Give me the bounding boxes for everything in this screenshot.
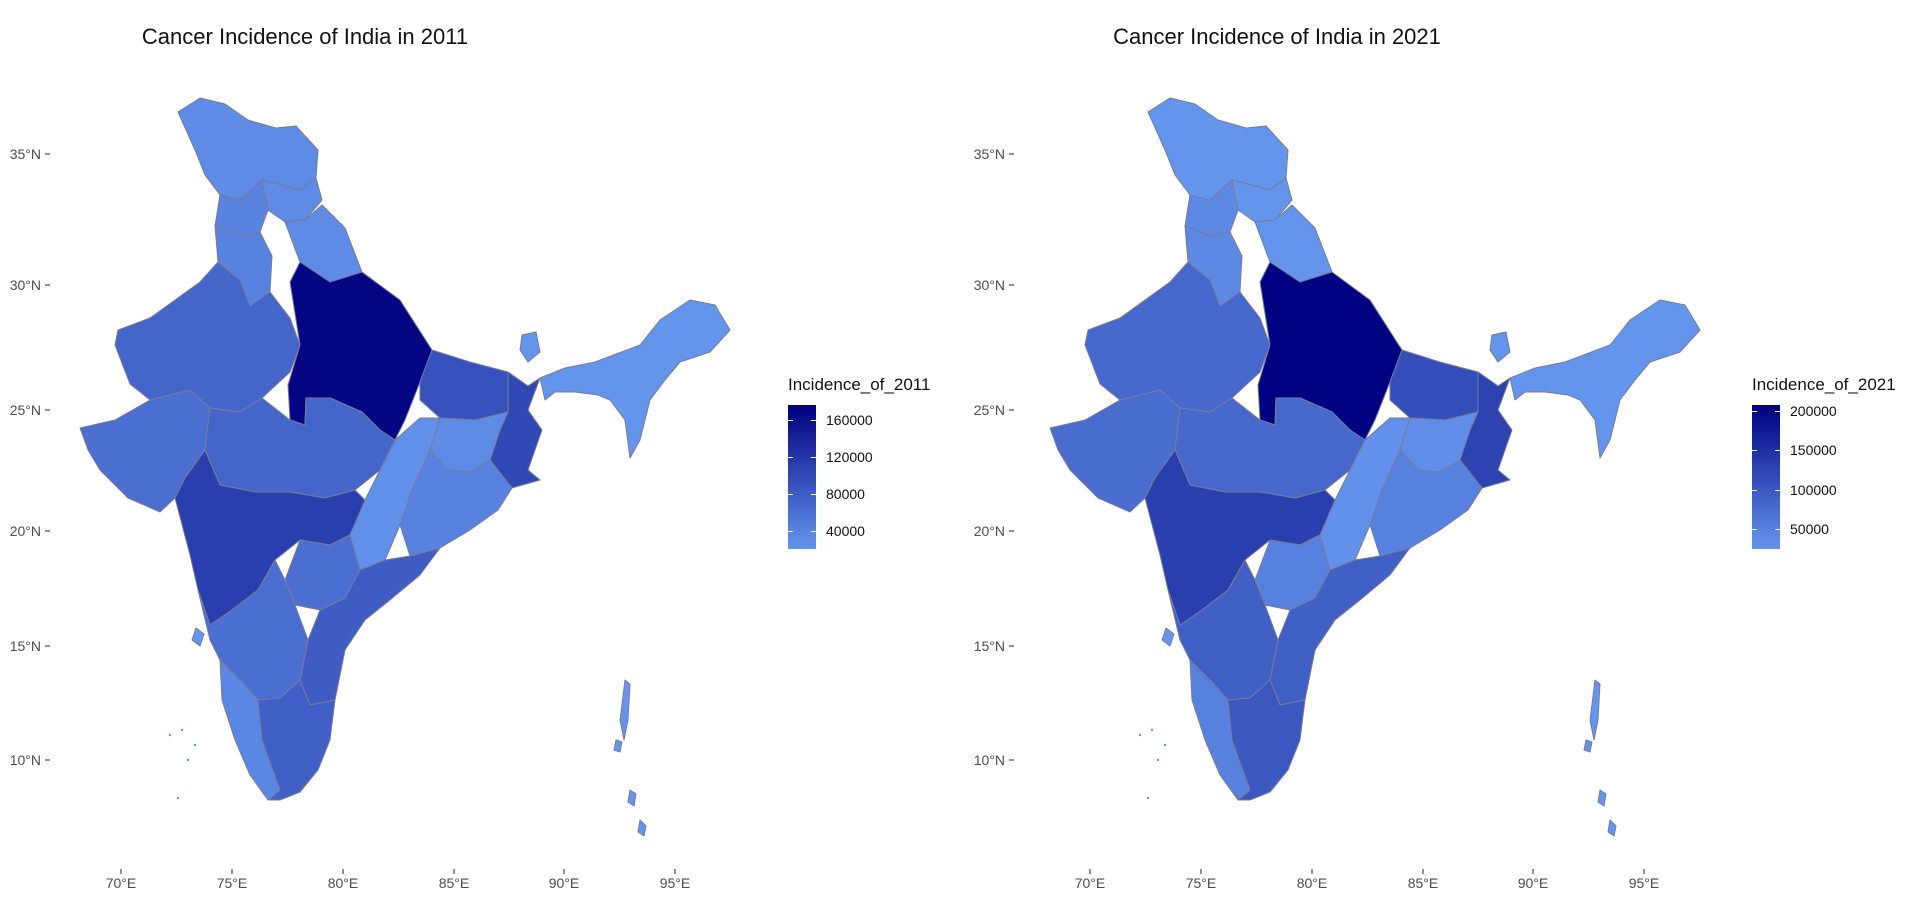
island-dot (1150, 728, 1154, 732)
state-northeast (539, 299, 731, 459)
island-dot (1156, 758, 1160, 762)
island-dot (180, 728, 184, 732)
legend-label: 160000 (826, 411, 873, 428)
legend-label: 80000 (826, 485, 865, 502)
x-tick-label: 75°E (1186, 875, 1217, 891)
y-tick-label: 25°N (10, 402, 41, 418)
map-panel-2011: Cancer Incidence of India in 2011 35°N 30… (0, 0, 954, 909)
map-title: Cancer Incidence of India in 2011 (141, 24, 469, 49)
state-rajasthan (114, 261, 301, 413)
state-goa (1161, 627, 1175, 647)
state-sikkim (519, 331, 541, 363)
india-map-2011: 35°N 30°N 25°N 20°N 15°N 10°N 70°E 75°E 80°E 85°E… (10, 97, 731, 891)
color-legend: Incidence_of_2021 200000 150000 100000 5000… (1752, 375, 1896, 549)
y-tick-label: 10°N (10, 752, 41, 768)
x-tick-label: 75°E (217, 875, 248, 891)
x-tick-label: 85°E (1408, 875, 1439, 891)
island-dot (176, 796, 180, 800)
x-tick-label: 90°E (1518, 875, 1549, 891)
legend-tick (811, 419, 816, 421)
state-odisha (1369, 449, 1483, 557)
x-tick-label: 70°E (1075, 875, 1106, 891)
island-dot (1163, 743, 1167, 747)
island-dot (1146, 796, 1150, 800)
legend-gradient-bar (788, 405, 816, 549)
map-panel-2021: Cancer Incidence of India in 2021 35°N 30… (964, 0, 1909, 909)
states-layer (1049, 97, 1701, 837)
legend-tick (788, 456, 793, 458)
y-tick-label: 25°N (974, 402, 1005, 418)
x-tick-label: 95°E (660, 875, 691, 891)
state-goa (191, 627, 205, 647)
legend-tick (1775, 410, 1780, 412)
x-tick-label: 80°E (328, 875, 359, 891)
legend-label: 50000 (1790, 521, 1829, 538)
y-tick-label: 20°N (974, 523, 1005, 539)
legend-label: 100000 (1790, 481, 1837, 498)
state-odisha (399, 449, 513, 557)
y-tick-label: 35°N (974, 146, 1005, 162)
india-map-2021: 35°N 30°N 25°N 20°N 15°N 10°N 70°E 75°E 80°E 85°E… (974, 97, 1701, 891)
island-dot (186, 758, 190, 762)
state-jammu-kashmir (1147, 97, 1289, 201)
state-tamil-nadu (257, 679, 336, 801)
legend-label: 200000 (1790, 402, 1837, 419)
y-tick-label: 30°N (10, 277, 41, 293)
legend-label: 40000 (826, 522, 865, 539)
island-dot (168, 733, 172, 737)
legend-tick (1752, 450, 1757, 452)
state-himachal (261, 177, 323, 223)
x-tick-label: 95°E (1629, 875, 1660, 891)
state-rajasthan (1084, 261, 1271, 413)
island-dot (1138, 733, 1142, 737)
state-northeast (1509, 299, 1701, 459)
legend-tick (811, 530, 816, 532)
legend-tick (1775, 529, 1780, 531)
legend-tick (811, 493, 816, 495)
legend-title: Incidence_of_2011 (788, 375, 931, 394)
y-tick-label: 15°N (10, 638, 41, 654)
legend-tick (1775, 450, 1780, 452)
state-himachal (1231, 177, 1293, 223)
legend-tick (788, 530, 793, 532)
legend-tick (811, 456, 816, 458)
legend-tick (1752, 529, 1757, 531)
legend-label: 150000 (1790, 442, 1837, 459)
x-tick-label: 80°E (1297, 875, 1328, 891)
states-layer (79, 97, 731, 837)
x-tick-label: 85°E (439, 875, 470, 891)
legend-tick (1752, 410, 1757, 412)
legend-label: 120000 (826, 448, 873, 465)
legend-title: Incidence_of_2021 (1752, 375, 1896, 394)
y-tick-label: 15°N (974, 638, 1005, 654)
x-tick-label: 70°E (106, 875, 137, 891)
state-tamil-nadu (1227, 679, 1306, 801)
map-title: Cancer Incidence of India in 2021 (1113, 24, 1441, 49)
y-tick-label: 20°N (10, 523, 41, 539)
x-tick-label: 90°E (549, 875, 580, 891)
state-andhra-pradesh (299, 547, 441, 706)
state-jammu-kashmir (177, 97, 319, 201)
y-tick-label: 30°N (974, 277, 1005, 293)
island-dot (193, 743, 197, 747)
legend-tick (788, 493, 793, 495)
color-legend: Incidence_of_2011 160000 120000 80000 40000 (788, 375, 931, 549)
legend-gradient-bar (1752, 405, 1780, 549)
state-sikkim (1489, 331, 1511, 363)
legend-tick (788, 419, 793, 421)
legend-tick (1775, 489, 1780, 491)
state-andhra-pradesh (1269, 547, 1411, 706)
y-tick-label: 10°N (974, 752, 1005, 768)
y-tick-label: 35°N (10, 146, 41, 162)
state-islands (1583, 679, 1617, 837)
state-islands (613, 679, 647, 837)
legend-tick (1752, 489, 1757, 491)
